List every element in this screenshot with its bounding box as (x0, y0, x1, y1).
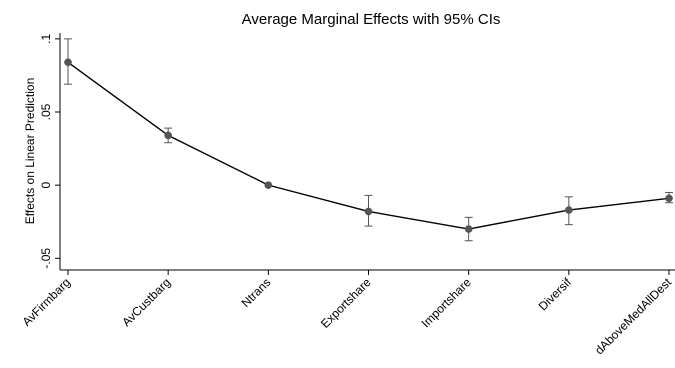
data-point (64, 58, 72, 67)
data-point (364, 207, 373, 216)
data-point (164, 131, 173, 140)
y-tick-label: -.05 (39, 248, 53, 269)
x-tick-label: Importshare (419, 275, 474, 330)
data-point (665, 194, 673, 203)
y-tick-label: .05 (39, 103, 53, 120)
y-axis-label: Effects on Linear Prediction (23, 78, 37, 225)
data-point (464, 225, 473, 233)
x-tick-label: Diversif (536, 275, 575, 314)
data-point (564, 206, 573, 214)
x-tick-label: dAboveMedAllDest (592, 275, 675, 358)
data-point (264, 181, 273, 189)
x-tick-label: Ntrans (239, 275, 274, 310)
x-tick-label: AvCustbarg (119, 275, 173, 329)
chart-title: Average Marginal Effects with 95% CIs (242, 11, 501, 28)
y-tick-label: .1 (39, 34, 53, 44)
markers-group (64, 58, 673, 233)
x-tick-label: AvFirmbarg (20, 275, 74, 329)
x-tick-label: Exportshare (318, 275, 374, 331)
y-tick-label: 0 (39, 181, 53, 188)
axes-group: -.05 0 .05 .1 AvFirmbarg AvCustbarg Ntrans Expo… (20, 33, 675, 357)
